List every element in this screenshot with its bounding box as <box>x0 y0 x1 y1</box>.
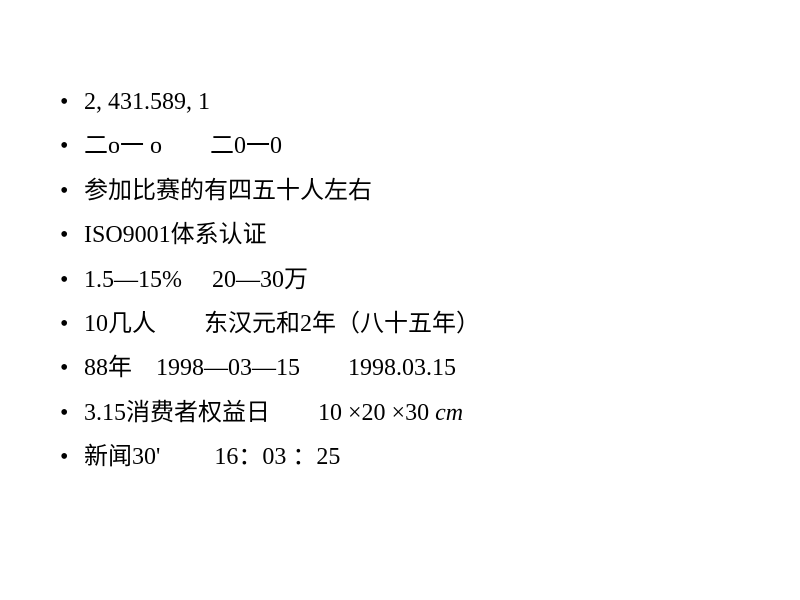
item-text: 2, 431.589, 1 <box>84 89 210 115</box>
item-text: ISO9001体系认证 <box>84 222 267 248</box>
list-item: 二o一 o 二0一0 <box>60 124 760 168</box>
list-item: 3.15消费者权益日 10 ×20 ×30 cm <box>60 391 760 435</box>
list-item: ISO9001体系认证 <box>60 213 760 257</box>
bullet-list: 2, 431.589, 1 二o一 o 二0一0 参加比赛的有四五十人左右 IS… <box>60 80 760 480</box>
item-text: 88年 1998—03—15 1998.03.15 <box>84 355 456 381</box>
item-text: 二o一 o 二0一0 <box>84 133 282 159</box>
list-item: 2, 431.589, 1 <box>60 80 760 124</box>
list-item: 88年 1998—03—15 1998.03.15 <box>60 346 760 390</box>
list-item: 10几人 东汉元和2年（八十五年） <box>60 302 760 346</box>
item-text: 参加比赛的有四五十人左右 <box>84 178 372 204</box>
list-item: 参加比赛的有四五十人左右 <box>60 169 760 213</box>
item-text: 3.15消费者权益日 10 ×20 ×30 <box>84 400 435 426</box>
list-item: 新闻30' 16：03 ：25 <box>60 435 760 479</box>
item-text: 1.5—15% 20—30万 <box>84 267 308 293</box>
cm-unit: cm <box>435 400 463 426</box>
item-text: 新闻30' 16：03 ：25 <box>84 444 340 470</box>
list-item: 1.5—15% 20—30万 <box>60 258 760 302</box>
item-text: 10几人 东汉元和2年（八十五年） <box>84 311 480 337</box>
